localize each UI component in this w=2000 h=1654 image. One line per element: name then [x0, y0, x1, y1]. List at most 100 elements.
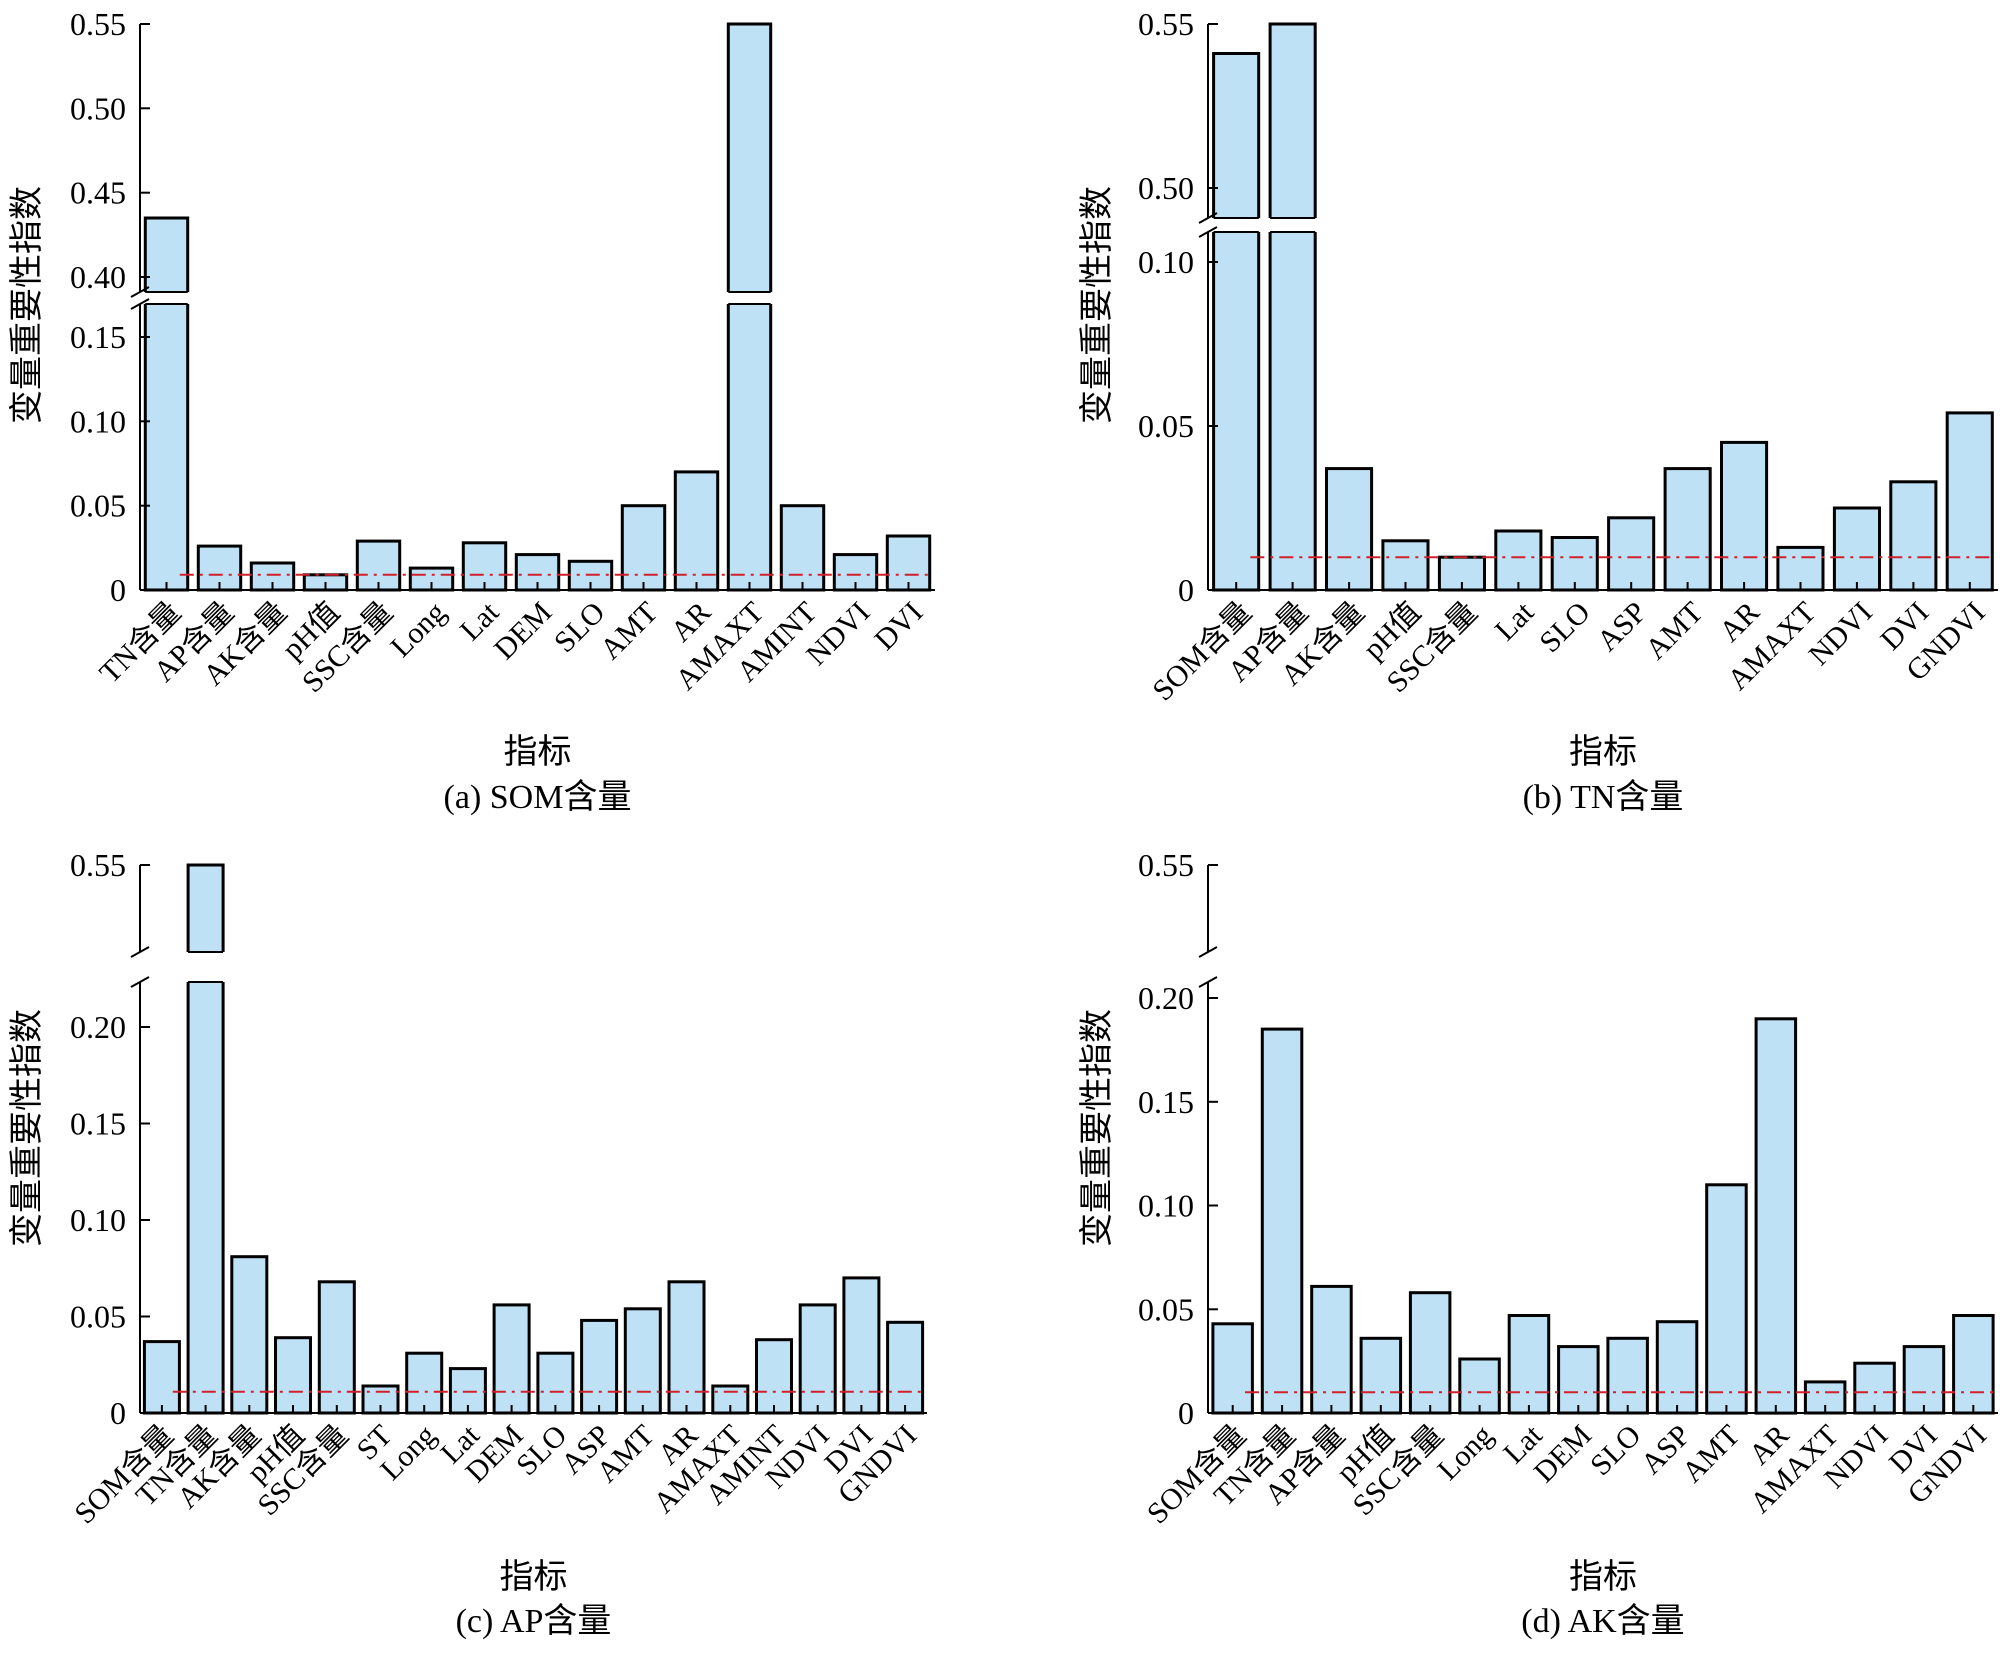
x-tick-label: AMT: [1639, 596, 1709, 666]
bar-TN含量: [143, 216, 190, 592]
y-tick-label: 0: [110, 572, 126, 608]
bar-AR: [673, 470, 720, 592]
axis-break-mark: [130, 298, 150, 310]
y-axis-title: 变量重要性指数: [1078, 1009, 1116, 1247]
bar-ASP: [580, 1318, 619, 1415]
bar-pH值: [1359, 1336, 1403, 1415]
bar-SOM含量: [142, 1340, 181, 1415]
x-axis-title: 指标: [1569, 1558, 1637, 1596]
x-tick-label: DEM: [1528, 1419, 1598, 1489]
bar-AR: [1720, 440, 1769, 592]
bar-break-gap: [1268, 218, 1318, 232]
bar-DVI: [885, 534, 932, 592]
x-axis-title: 指标: [500, 1558, 568, 1596]
x-tick-label: Long: [384, 596, 452, 664]
bar-ASP: [1607, 516, 1656, 592]
bar-SOM含量: [1211, 1322, 1254, 1415]
bar-SLO: [536, 1351, 575, 1415]
y-tick-label: 0.15: [1138, 1084, 1194, 1120]
bar-DVI: [1902, 1345, 1946, 1415]
bar-SOM含量: [1212, 52, 1261, 592]
y-tick-label: 0.20: [70, 1009, 126, 1045]
x-axis-title: 指标: [1569, 733, 1637, 771]
bar-Long: [1458, 1357, 1501, 1415]
bar-SSC含量: [1408, 1291, 1452, 1415]
bar-AK含量: [1325, 467, 1374, 592]
y-tick-label: 0.05: [70, 488, 126, 524]
chart-panel-d: 00.050.100.150.200.55SOM含量TN含量AP含量pH值SSC…: [1078, 847, 1998, 1640]
x-tick-label: Long: [1431, 1419, 1499, 1487]
axis-break-mark: [130, 286, 150, 298]
bar-Lat: [1507, 1314, 1551, 1415]
y-tick-label: 0: [1178, 1395, 1194, 1431]
x-tick-label: AMT: [594, 596, 664, 666]
x-axis-title: 指标: [504, 733, 572, 771]
x-tick-label: SLO: [1533, 596, 1596, 659]
y-tick-label: 0.05: [1138, 1291, 1194, 1327]
bar-Long: [405, 1351, 444, 1415]
y-tick-label: 0.05: [70, 1299, 126, 1335]
bar-NDVI: [1832, 506, 1882, 592]
y-tick-label: 0.45: [70, 175, 126, 211]
bar-SLO: [1550, 536, 1599, 592]
axis-break-mark: [1198, 226, 1218, 238]
y-tick-label: 0.55: [1138, 847, 1194, 883]
y-tick-label: 0.15: [70, 1106, 126, 1142]
y-tick-label: 0.20: [1138, 980, 1194, 1016]
bar-SSC含量: [355, 539, 402, 592]
x-tick-label: DVI: [868, 596, 929, 657]
bar-AMT: [620, 504, 667, 592]
y-tick-label: 0.10: [1138, 244, 1194, 280]
y-tick-label: 0.10: [70, 1202, 126, 1238]
x-tick-label: NDVI: [1802, 596, 1878, 672]
bar-AK含量: [230, 1255, 269, 1415]
panel-caption: (c) AP含量: [456, 1602, 612, 1640]
axis-break-mark: [1198, 212, 1218, 224]
bar-Lat: [1494, 529, 1543, 592]
y-tick-label: 0.55: [70, 6, 126, 42]
bar-AMT: [1705, 1183, 1748, 1415]
panel-caption: (a) SOM含量: [444, 778, 632, 816]
x-tick-label: DEM: [488, 596, 558, 666]
y-tick-label: 0.50: [70, 90, 126, 126]
axis-break-mark: [1198, 976, 1218, 988]
bar-DEM: [492, 1303, 531, 1415]
bar-break-gap: [143, 292, 190, 304]
bar-AR: [667, 1280, 706, 1415]
bar-break-gap: [1211, 218, 1261, 232]
bar-NDVI: [798, 1303, 837, 1415]
bar-GNDVI: [886, 1320, 925, 1415]
bar-pH值: [1381, 539, 1430, 592]
y-tick-label: 0.55: [1138, 6, 1194, 42]
bar-AMAXT: [726, 22, 773, 592]
bar-AMT: [623, 1307, 662, 1415]
bar-AMINT: [755, 1338, 793, 1415]
bar-DEM: [1557, 1345, 1600, 1415]
bar-AP含量: [1268, 22, 1317, 592]
y-tick-label: 0.15: [70, 319, 126, 355]
bar-SSC含量: [317, 1280, 356, 1415]
y-tick-label: 0.55: [70, 847, 126, 883]
x-tick-label: AMT: [1676, 1419, 1746, 1489]
bar-SLO: [1606, 1336, 1649, 1415]
bar-TN含量: [186, 863, 225, 1415]
x-tick-label: Lat: [1489, 595, 1541, 647]
y-axis-title: 变量重要性指数: [8, 186, 46, 424]
bar-break-gap: [186, 952, 226, 982]
bar-AR: [1754, 1017, 1798, 1415]
axis-break-mark: [130, 946, 150, 958]
bar-AMT: [1663, 467, 1712, 592]
panel-caption: (b) TN含量: [1523, 778, 1684, 816]
bar-TN含量: [1260, 1027, 1304, 1415]
y-tick-label: 0: [1178, 572, 1194, 608]
y-tick-label: 0: [110, 1395, 126, 1431]
y-tick-label: 0.40: [70, 259, 126, 295]
bar-AP含量: [1310, 1284, 1353, 1415]
chart-panel-a: 00.050.100.150.400.450.500.55TN含量AP含量AK含…: [8, 6, 935, 816]
chart-panel-c: 00.050.100.150.200.55SOM含量TN含量AK含量pH值SSC…: [8, 847, 927, 1640]
bar-pH值: [274, 1336, 312, 1415]
bar-ASP: [1655, 1320, 1699, 1415]
bar-GNDVI: [1945, 411, 1994, 592]
